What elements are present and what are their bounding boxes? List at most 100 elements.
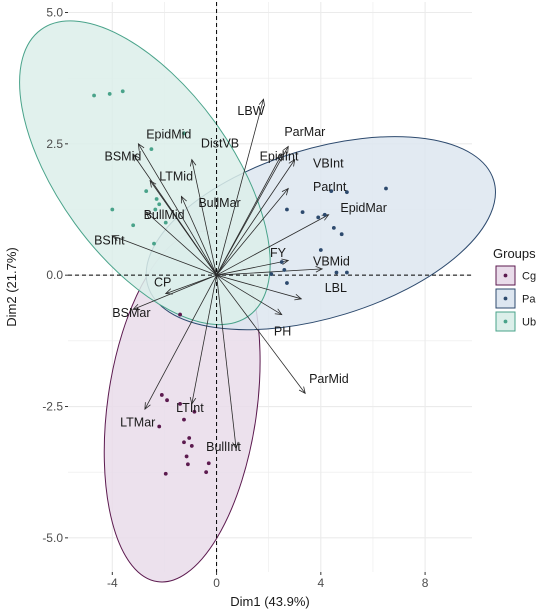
arrow-lbw <box>216 99 264 276</box>
label-epidmid: EpidMid <box>146 128 191 142</box>
arrowhead-bullmid <box>145 211 153 219</box>
label-bullmid: BullMid <box>144 208 185 222</box>
point-cg <box>192 409 197 414</box>
point-ub <box>131 223 136 228</box>
label-bullmar: BullMar <box>198 196 240 210</box>
arrow-vbint <box>216 159 296 276</box>
arrow-bullint <box>216 275 237 449</box>
legend: Groups Cg Pa Ub <box>493 246 536 332</box>
point-pa <box>334 270 339 275</box>
group-ellipse-ub <box>19 20 271 326</box>
arrow-bullmar <box>181 196 217 276</box>
arrowhead-epidint <box>275 153 283 162</box>
arrow-epidmar <box>216 214 329 276</box>
arrow-parint <box>216 188 289 276</box>
arrowhead-ph <box>274 308 283 316</box>
point-ub <box>152 241 156 246</box>
point-cg <box>159 393 164 397</box>
point-ub <box>92 93 96 98</box>
y-tick-label: 0.0 <box>46 268 63 282</box>
group-ellipses <box>19 20 496 583</box>
arrowhead-vbmid <box>315 266 324 273</box>
point-ub <box>149 147 154 151</box>
point-pa <box>285 281 289 285</box>
label-parmar: ParMar <box>284 125 325 139</box>
point-cg <box>165 398 169 403</box>
point-cg <box>163 471 168 476</box>
point-pa <box>344 270 349 275</box>
point-pa <box>282 268 287 272</box>
arrow-ltmid <box>149 180 217 276</box>
arrowhead-bullmar <box>180 195 187 204</box>
label-ph: PH <box>274 325 291 339</box>
arrowhead-ltmar <box>144 402 151 411</box>
legend-label-cg: Cg <box>522 271 536 283</box>
arrowhead-parmid <box>298 386 306 395</box>
x-tick-label: -4 <box>107 576 118 590</box>
legend-label-ub: Ub <box>522 317 536 329</box>
label-bullint: BullInt <box>206 440 241 454</box>
arrowhead-ltmid <box>149 179 157 188</box>
arrowhead-bsmid <box>132 153 140 162</box>
point-pa <box>316 215 321 220</box>
point-pa <box>329 189 334 194</box>
point-ub <box>110 207 115 212</box>
arrow-distvb <box>191 159 217 276</box>
point-ub <box>120 89 125 94</box>
point-ub <box>154 197 159 201</box>
point-pa <box>339 232 344 237</box>
arrow-bullmid <box>145 211 217 276</box>
arrow-bsmar <box>133 274 217 310</box>
label-epidmar: EpidMar <box>340 201 387 215</box>
label-vbmid: VBMid <box>313 255 350 269</box>
point-cg <box>206 461 211 466</box>
label-parint: ParInt <box>313 180 347 194</box>
point-ub <box>153 207 158 212</box>
label-parmid: ParMid <box>309 372 349 386</box>
variable-arrows <box>111 98 330 450</box>
point-cg <box>178 312 182 317</box>
arrow-fy <box>216 260 289 276</box>
x-tick-label: 0 <box>213 576 220 590</box>
label-distvb: DistVB <box>201 137 239 151</box>
point-cg <box>185 462 190 467</box>
point-cg <box>184 454 189 459</box>
point-pa <box>279 260 284 264</box>
axis-ticks: -4 0 4 8 -5.0 -2.5 0.0 2.5 5.0 <box>42 6 428 590</box>
arrow-epidmid <box>138 143 217 276</box>
arrowhead-bsint <box>111 234 120 241</box>
arrow-ltmar <box>144 274 217 410</box>
arrowhead-bsmar <box>132 303 141 310</box>
label-vbint: VBInt <box>313 156 344 170</box>
point-ub <box>157 202 162 207</box>
arrow-ltint <box>191 275 217 404</box>
label-ltmar: LTMar <box>120 415 155 429</box>
reference-lines <box>68 2 472 572</box>
arrowhead-distvb <box>189 158 197 167</box>
arrow-parmid <box>216 274 306 394</box>
point-pa <box>300 210 305 215</box>
y-axis-title: Dim2 (21.7%) <box>4 247 19 326</box>
arrowhead-parint <box>281 187 289 196</box>
arrow-vbmid <box>216 268 323 276</box>
legend-dot-cg <box>503 273 508 278</box>
point-ub <box>182 131 186 136</box>
point-cg <box>182 417 186 422</box>
point-cg <box>204 470 209 475</box>
y-tick-label: 2.5 <box>46 137 63 151</box>
point-cg <box>157 424 162 429</box>
point-cg <box>182 440 186 445</box>
x-tick-label: 4 <box>317 576 324 590</box>
arrowhead-bullint <box>232 441 239 450</box>
arrowhead-lbl <box>294 294 303 301</box>
legend-title: Groups <box>493 246 536 261</box>
y-tick-label: -2.5 <box>42 400 63 414</box>
variable-labels: LBW ParMar VBInt EpidInt ParInt EpidMar FY VBMi… <box>94 104 387 454</box>
arrow-lbl <box>216 274 302 300</box>
point-ub <box>107 92 112 96</box>
label-bsmid: BSMid <box>104 150 141 164</box>
point-pa <box>318 248 323 252</box>
arrowhead-vbint <box>288 158 296 167</box>
label-lbl: LBL <box>325 281 347 295</box>
